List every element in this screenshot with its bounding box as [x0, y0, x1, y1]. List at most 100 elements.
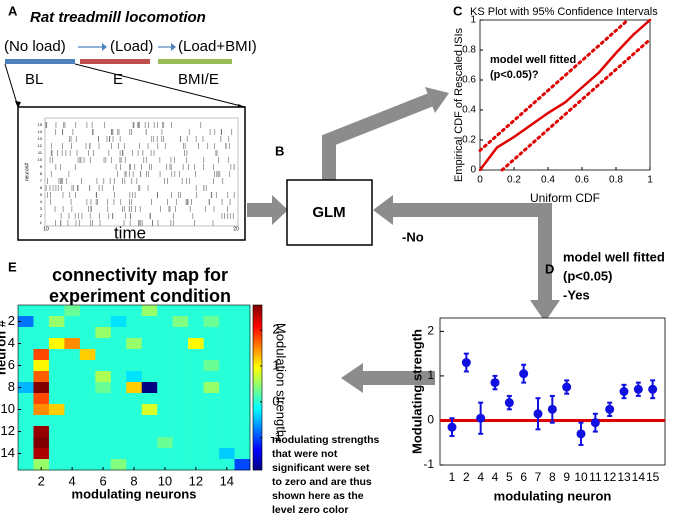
x-tick-label: 1: [449, 470, 456, 484]
heat-cell: [203, 305, 220, 317]
heat-cell: [79, 316, 96, 328]
phase-label: BMI/E: [178, 71, 219, 88]
heat-cell: [79, 448, 96, 460]
colorbar-step: [253, 310, 262, 314]
y-tick-label: 2: [8, 313, 15, 328]
x-tick-label: 0.6: [575, 175, 589, 186]
heat-cell: [33, 415, 50, 427]
heat-cell: [110, 426, 127, 438]
colorbar-step: [253, 445, 262, 449]
heat-cell: [33, 459, 50, 471]
heat-cell: [219, 305, 235, 317]
colorbar-label: Modulation strength: [274, 323, 289, 437]
colorbar-step: [253, 459, 262, 463]
heat-cell: [18, 415, 34, 427]
heat-cell: [157, 448, 173, 460]
heat-cell: [188, 360, 204, 372]
zoom-line: [4, 63, 19, 108]
raster-box: [17, 106, 246, 241]
heat-cell: [48, 437, 65, 449]
heat-cell: [188, 349, 204, 361]
colorbar-step: [253, 321, 262, 325]
heat-cell: [48, 316, 65, 328]
colorbar-step: [253, 332, 262, 336]
heat-cell: [110, 338, 127, 350]
point: [576, 429, 586, 439]
heat-cell: [33, 349, 50, 361]
heat-cell: [64, 338, 81, 350]
heat-cell: [172, 382, 189, 394]
point: [504, 398, 514, 408]
glm-label: GLM: [312, 204, 345, 221]
x-tick-label: 0.4: [541, 175, 555, 186]
heat-cell: [172, 437, 189, 449]
heat-cell: [234, 393, 251, 405]
heat-cell: [157, 305, 173, 317]
colorbar-step: [253, 354, 262, 358]
heat-cell: [79, 415, 96, 427]
heat-cell: [48, 382, 65, 394]
heat-cell: [234, 415, 251, 427]
heat-cell: [172, 426, 189, 438]
colorbar-step: [253, 450, 262, 454]
heat-cell: [33, 360, 50, 372]
heat-cell: [157, 415, 173, 427]
colorbar-step: [253, 376, 262, 380]
heat-cell: [95, 349, 112, 361]
heat-cell: [234, 349, 251, 361]
heat-cell: [33, 371, 50, 383]
x-tick-label: 1: [647, 175, 653, 186]
heat-cell: [234, 404, 251, 416]
heat-cell: [110, 448, 127, 460]
colorbar-step: [253, 379, 262, 383]
colorbar-step: [253, 329, 262, 333]
phase-bar: [5, 59, 75, 64]
heat-cell: [110, 382, 127, 394]
heat-cell: [203, 459, 220, 471]
heat-cell: [219, 316, 235, 328]
heat-cell: [126, 393, 143, 405]
note: to zero and are thus: [272, 476, 372, 488]
heat-cell: [18, 437, 34, 449]
heat-cell: [33, 437, 50, 449]
heat-cell: [33, 382, 50, 394]
arrow-head: [373, 195, 393, 225]
heat-cell: [172, 448, 189, 460]
heat-cell: [188, 426, 204, 438]
colorbar-step: [253, 453, 262, 457]
heat-cell: [95, 360, 112, 372]
colorbar-step: [253, 324, 262, 328]
raster-y-tick-label: 15: [38, 122, 43, 127]
heat-cell: [48, 404, 65, 416]
heat-cell: [141, 360, 158, 372]
colorbar-step: [253, 316, 262, 320]
x-tick-label: 10: [574, 470, 588, 484]
heat-cell: [234, 382, 251, 394]
y-tick-label: 1: [427, 368, 434, 382]
arrow-head: [272, 195, 288, 225]
heat-cell: [64, 305, 81, 317]
heat-cell: [157, 327, 173, 339]
heat-cell: [95, 338, 112, 350]
x-tick-label: 15: [646, 470, 660, 484]
y-tick-label: 0.2: [462, 135, 476, 146]
heat-cell: [126, 437, 143, 449]
heat-cell: [203, 393, 220, 405]
raster-y-tick-label: 8: [40, 171, 43, 176]
x-tick-label: 4: [492, 470, 499, 484]
point: [633, 384, 643, 394]
heat-cell: [172, 327, 189, 339]
colorbar-step: [253, 371, 262, 375]
raster-y-tick-label: 7: [40, 178, 43, 183]
colorbar-frame: [252, 304, 263, 471]
colorbar-step: [253, 387, 262, 391]
colorbar-step: [253, 415, 262, 419]
heat-cell: [203, 338, 220, 350]
heat-cell: [33, 327, 50, 339]
heat-cell: [234, 327, 251, 339]
experiment-title: Rat treadmill locomotion: [30, 9, 206, 26]
x-tick-label: 13: [617, 470, 631, 484]
plot-area: [439, 317, 666, 466]
colorbar-step: [253, 346, 262, 350]
panel-letter: E: [8, 259, 17, 274]
